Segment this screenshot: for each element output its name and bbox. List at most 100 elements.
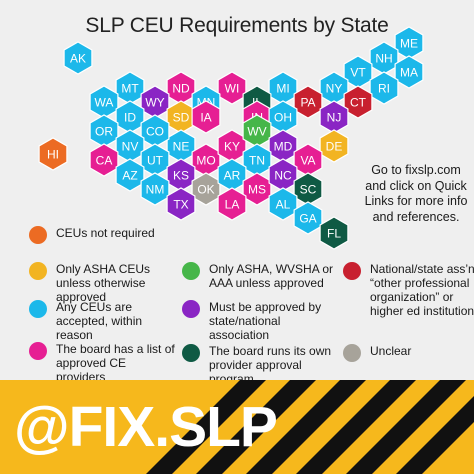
state-label: RI [378,82,390,96]
state-label: NC [274,169,292,183]
state-label: MT [121,82,139,96]
legend-label: Must be approved by state/national assoc… [209,300,322,342]
state-hex-ok: OK [191,172,221,206]
state-hex-wv: WV [242,114,272,148]
state-label: NY [326,82,343,96]
brand-handle: @FIX.SLP [14,395,278,459]
legend-item-purple: Must be approved by state/national assoc… [182,300,334,342]
side-note: Go to fixslp.com and click on Quick Link… [364,163,468,224]
legend-label: National/state ass’n or “other professio… [370,262,474,318]
state-hex-ms: MS [242,172,272,206]
state-hex-shape [217,187,247,221]
state-hex-wi: WI [217,71,247,105]
state-label: HI [47,148,59,162]
state-label: WY [145,96,164,110]
state-hex-id: ID [115,100,145,134]
state-hex-shape [63,41,93,75]
state-label: NH [375,52,392,66]
state-hex-ga: GA [293,201,323,235]
state-label: MA [400,66,418,80]
footer-banner: @FIX.SLP [0,380,474,474]
state-label: IA [200,111,211,125]
state-hex-md: MD [268,129,298,163]
state-label: WI [225,82,240,96]
state-hex-shape [319,100,349,134]
state-hex-hi: HI [38,137,68,171]
hazard-stripe [296,380,416,474]
state-hex-tn: TN [242,143,272,177]
state-hex-ca: CA [89,143,119,177]
legend-label: CEUs not required [56,226,155,240]
state-hex-nv: NV [115,129,145,163]
state-label: LA [225,198,240,212]
legend-label: Any CEUs are accepted, within reason [56,300,143,342]
legend-swatch [343,262,361,280]
state-hex-nc: NC [268,158,298,192]
state-hex-map: AKMENHVTMAMTNDWIMINYRIWAWYSDMNILPACTIDNE… [38,26,424,250]
state-label: PA [300,96,315,110]
legend-label: Only ASHA CEUs unless otherwise approved [56,262,151,304]
state-label: AR [224,169,241,183]
state-hex-wy: WY [140,85,170,119]
legend-swatch [343,344,361,362]
legend-swatch [182,262,200,280]
state-hex-sd: SD [166,100,196,134]
state-hex-pa: PA [293,85,323,119]
state-label: NM [146,183,165,197]
legend-swatch [29,262,47,280]
state-hex-al: AL [268,187,298,221]
state-label: GA [299,212,316,226]
state-label: WA [95,96,114,110]
page-title: SLP CEU Requirements by State [85,14,389,37]
legend-item-gray: Unclear [343,344,474,362]
state-label: AL [276,198,291,212]
state-label: FL [327,227,341,241]
state-label: AK [70,52,86,66]
state-label: WV [247,125,266,139]
legend-item-orange: CEUs not required [29,226,176,244]
state-label: SC [300,183,317,197]
state-hex-ri: RI [369,71,399,105]
legend-label: The board runs its own provider approval… [209,344,332,386]
state-hex-tx: TX [166,187,196,221]
state-hex-or: OR [89,114,119,148]
state-hex-ut: UT [140,143,170,177]
state-label: AZ [122,169,137,183]
state-hex-ia: IA [191,100,221,134]
legend-label: The board has a list of approved CE prov… [56,342,175,384]
state-hex-ak: AK [63,41,93,75]
state-hex-mt: MT [115,71,145,105]
state-label: MS [248,183,266,197]
state-hex-va: VA [293,143,323,177]
state-label: KS [173,169,189,183]
legend-swatch [182,344,200,362]
state-label: CO [146,125,164,139]
state-hex-de: DE [319,129,349,163]
state-label: MD [274,140,293,154]
state-hex-nm: NM [140,172,170,206]
hazard-stripe [346,380,466,474]
state-label: MO [196,154,215,168]
state-label: UT [147,154,164,168]
state-hex-fl: FL [319,216,349,250]
state-label: VA [300,154,315,168]
state-label: VT [350,66,366,80]
state-hex-ne: NE [166,129,196,163]
legend-item-teal: The board runs its own provider approval… [182,344,334,386]
state-label: CA [96,154,113,168]
state-hex-ar: AR [217,158,247,192]
legend-item-red: National/state ass’n or “other professio… [343,262,474,318]
state-hex-ct: CT [343,85,373,119]
state-label: NE [173,140,190,154]
state-label: OK [197,183,214,197]
state-hex-ks: KS [166,158,196,192]
state-hex-az: AZ [115,158,145,192]
state-label: MI [276,82,289,96]
state-hex-oh: OH [268,100,298,134]
legend-swatch [29,300,47,318]
state-label: KY [224,140,240,154]
state-label: ME [400,37,418,51]
legend-swatch [29,342,47,360]
state-hex-ky: KY [217,129,247,163]
